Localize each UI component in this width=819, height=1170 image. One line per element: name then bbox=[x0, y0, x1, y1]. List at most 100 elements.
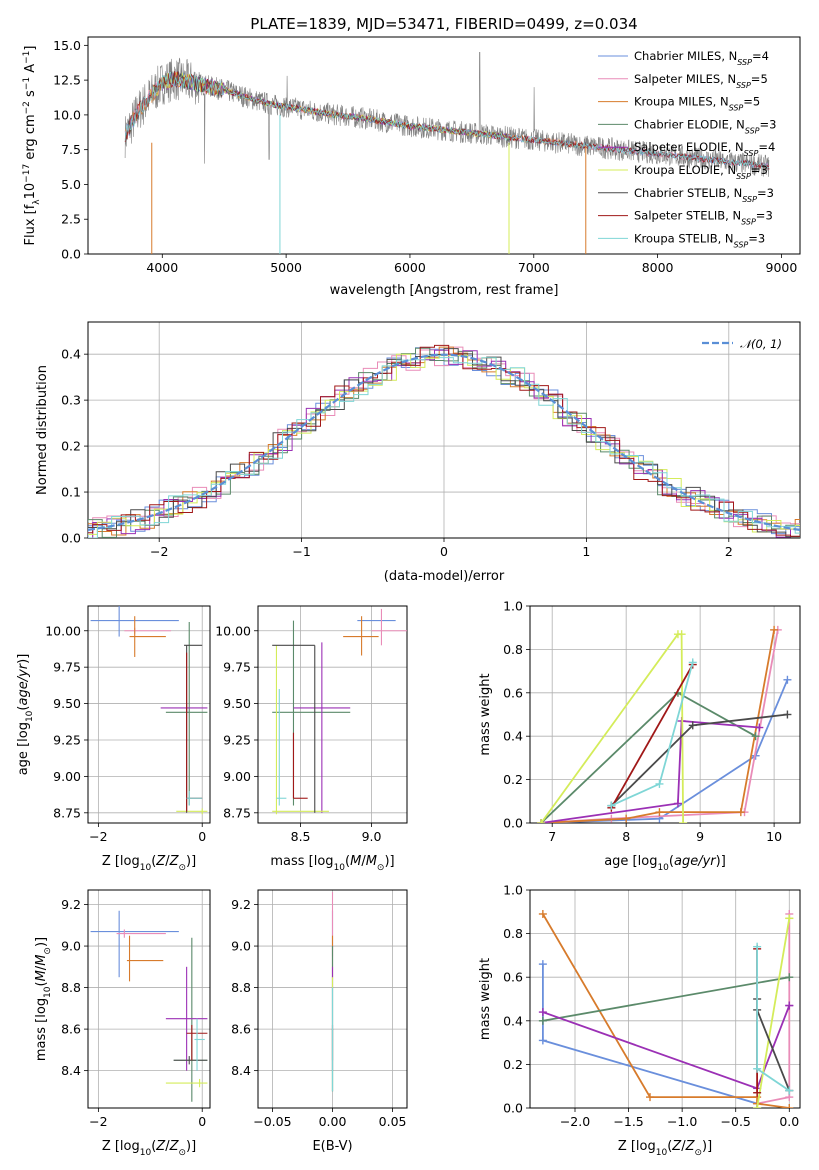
x-axis-label: Z [log10(Z/Z⊙)] bbox=[102, 1139, 196, 1158]
y-axis-label: age [log10(age/yr)] bbox=[16, 654, 35, 776]
axes-frame bbox=[87, 36, 801, 255]
y-tick-label: 0.8 bbox=[503, 926, 523, 941]
x-tick-label: −2 bbox=[89, 1114, 107, 1129]
age-vs-mass-panel: 8.5 9.0 8.75 9.00 9.25 9.50 9.75 10.00 mass [log… bbox=[215, 605, 408, 873]
histogram-chabrier_stelib bbox=[88, 348, 800, 538]
marker-salpeter_elodie bbox=[538, 1008, 547, 1017]
x-axis-label: mass [log10(M/M⊙)] bbox=[270, 854, 394, 873]
y-tick-label: 9.2 bbox=[61, 897, 81, 912]
marker-salpeter_stelib bbox=[753, 1088, 762, 1097]
errorbar-salpeter_elodie bbox=[165, 966, 208, 1071]
marker-chabrier_miles bbox=[538, 1036, 547, 1045]
y-axis-label: Normed distribution bbox=[35, 365, 50, 495]
errorbar-salpeter_miles bbox=[116, 929, 166, 938]
x-axis-label: E(B-V) bbox=[312, 1139, 352, 1154]
legend-entry: Kroupa MILES, NSSP=5 bbox=[634, 95, 760, 113]
y-tick-label: 9.0 bbox=[231, 939, 251, 954]
legend: Chabrier MILES, NSSP=4 Salpeter MILES, NS… bbox=[598, 49, 776, 249]
plot-area bbox=[272, 608, 407, 815]
marker-kroupa_miles bbox=[646, 1093, 654, 1102]
errorbar-salpeter_miles bbox=[124, 627, 172, 634]
errorbar-salpeter_elodie bbox=[160, 703, 208, 713]
marker-kroupa_miles bbox=[785, 1104, 794, 1108]
errorbar-kroupa_elodie bbox=[165, 1078, 208, 1088]
errorbar-salpeter_elodie bbox=[293, 642, 351, 813]
plot-area bbox=[88, 344, 800, 538]
y-tick-label: 10.0 bbox=[53, 107, 81, 122]
marker-kroupa_stelib bbox=[753, 1064, 762, 1073]
y-tick-label: 8.4 bbox=[231, 1063, 251, 1078]
x-tick-label: 7 bbox=[548, 829, 556, 844]
y-tick-label: 0.0 bbox=[61, 247, 81, 262]
axes-frame bbox=[529, 605, 801, 824]
histogram-salpeter_stelib bbox=[88, 344, 800, 537]
y-tick-label: 0.3 bbox=[61, 393, 81, 408]
y-tick-label: 12.5 bbox=[53, 73, 81, 88]
x-tick-label: −1.0 bbox=[667, 1114, 697, 1129]
y-tick-label: 0.0 bbox=[503, 816, 523, 831]
legend-entry: Salpeter STELIB, NSSP=3 bbox=[634, 209, 773, 227]
y-tick-label: 7.5 bbox=[61, 142, 81, 157]
errorbar-kroupa_elodie bbox=[272, 645, 329, 815]
marker-kroupa_stelib bbox=[688, 658, 697, 667]
age-vs-metallicity-panel: −2 0 8.75 9.00 9.25 9.50 9.75 10.00 Z [log10(Z/Z… bbox=[16, 605, 211, 873]
marker-kroupa_elodie bbox=[679, 819, 688, 823]
y-tick-label: 9.75 bbox=[53, 660, 81, 675]
y-tick-label: 15.0 bbox=[53, 38, 81, 53]
marker-chabrier_elodie bbox=[751, 732, 760, 741]
axes-frame bbox=[257, 605, 408, 824]
y-tick-label: 8.4 bbox=[61, 1063, 81, 1078]
x-tick-label: −0.5 bbox=[721, 1114, 751, 1129]
y-tick-label: 0.6 bbox=[503, 685, 523, 700]
marker-kroupa_stelib bbox=[607, 801, 616, 810]
marker-kroupa_stelib bbox=[753, 942, 762, 951]
legend-entry: Chabrier ELODIE, NSSP=3 bbox=[634, 117, 776, 135]
marker-kroupa_miles bbox=[538, 909, 547, 918]
errorbar-chabrier_stelib bbox=[173, 1056, 208, 1065]
x-tick-label: 8000 bbox=[642, 260, 674, 275]
x-tick-label: 9.0 bbox=[362, 829, 382, 844]
marker-chabrier_miles bbox=[538, 960, 547, 969]
x-axis-label: (data-model)/error bbox=[384, 569, 505, 584]
y-tick-label: 10.00 bbox=[215, 623, 251, 638]
plot-area bbox=[537, 625, 792, 823]
x-tick-label: −2.0 bbox=[560, 1114, 590, 1129]
mass-vs-ebv-panel: −0.05 0.00 0.05 8.4 8.6 8.8 9.0 9.2 E(B-V) bbox=[231, 889, 408, 1154]
y-tick-label: 8.6 bbox=[231, 1022, 251, 1037]
spectrum-panel: 4000 5000 6000 7000 8000 9000 0.0 2.5 5.0 7.5 10.0… bbox=[22, 15, 801, 298]
y-tick-label: 10.00 bbox=[45, 623, 81, 638]
model-spectrum-kroupa_stelib bbox=[124, 71, 770, 169]
y-tick-label: 8.8 bbox=[61, 980, 81, 995]
marker-kroupa_miles bbox=[622, 814, 631, 823]
y-tick-label: 9.00 bbox=[53, 769, 81, 784]
marker-salpeter_elodie bbox=[755, 723, 764, 732]
y-axis-label: mass weight bbox=[478, 958, 493, 1040]
plot-area bbox=[124, 52, 770, 254]
observed-spectrum bbox=[124, 52, 770, 177]
series-salpeter_elodie bbox=[540, 720, 760, 823]
y-tick-label: 0.4 bbox=[61, 347, 81, 362]
y-tick-label: 0.2 bbox=[503, 772, 523, 787]
x-axis-label: age [log10(age/yr)] bbox=[604, 854, 726, 873]
histogram-kroupa_stelib bbox=[88, 355, 800, 538]
x-tick-label: 8.5 bbox=[291, 829, 311, 844]
plot-area bbox=[538, 909, 794, 1108]
x-tick-label: 7000 bbox=[518, 260, 550, 275]
legend-entry: Salpeter MILES, NSSP=5 bbox=[634, 72, 768, 90]
series-chabrier_elodie bbox=[542, 976, 790, 1022]
y-tick-label: 0.0 bbox=[503, 1101, 523, 1116]
plot-area bbox=[90, 910, 208, 1102]
x-tick-label: 0.00 bbox=[319, 1114, 347, 1129]
x-tick-label: −2 bbox=[150, 544, 168, 559]
y-tick-label: 9.25 bbox=[223, 732, 251, 747]
axes-frame bbox=[87, 889, 211, 1109]
y-axis-label: mass weight bbox=[478, 673, 493, 755]
plot-area bbox=[90, 606, 208, 815]
y-tick-label: 8.75 bbox=[53, 805, 81, 820]
mass-weight-vs-metallicity-panel: −2.0 −1.5 −1.0 −0.5 0.0 0.0 0.2 0.4 0.6 0.8 1.0 Z [… bbox=[478, 883, 801, 1158]
series-chabrier_elodie bbox=[540, 691, 757, 823]
chart-title: PLATE=1839, MJD=53471, FIBERID=0499, z=0… bbox=[250, 15, 637, 33]
histogram-salpeter_elodie bbox=[88, 349, 800, 538]
y-axis-label: Flux [fλ10−17 erg cm−2 s−1 A−1] bbox=[22, 46, 42, 246]
